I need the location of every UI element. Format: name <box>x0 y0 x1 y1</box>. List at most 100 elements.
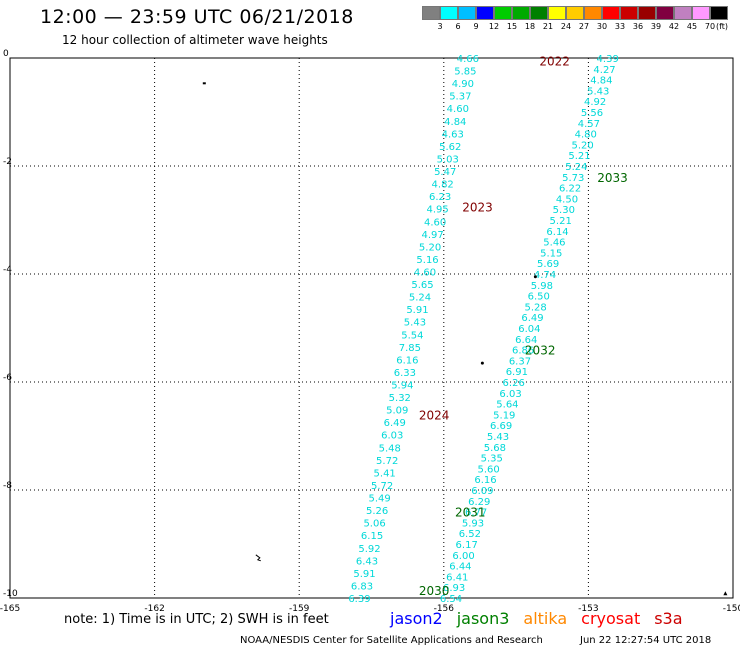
wave-height-value: 6.33 <box>394 368 416 379</box>
wave-height-value: 6.91 <box>506 367 528 378</box>
wave-height-value: 5.72 <box>376 456 398 467</box>
longitude-tick-label: -156 <box>434 604 455 614</box>
colorbar-swatch <box>620 6 638 20</box>
wave-height-value: 6.49 <box>384 418 406 429</box>
wave-height-value: 5.65 <box>411 280 433 291</box>
wave-height-value: 5.35 <box>481 454 503 465</box>
wave-height-value: 6.41 <box>446 572 468 583</box>
longitude-tick-label: -150 <box>723 604 740 614</box>
time-label: 2030 <box>419 584 450 598</box>
colorbar-swatch <box>512 6 530 20</box>
wave-height-value: 4.74 <box>534 270 556 281</box>
legend-jason3: jason3 <box>456 609 510 628</box>
wave-height-value: 4.63 <box>442 129 464 140</box>
wave-height-value: 5.37 <box>449 92 471 103</box>
wave-height-value: 5.56 <box>581 108 603 119</box>
wave-height-value: 5.24 <box>409 293 431 304</box>
wave-height-value: 6.29 <box>468 497 490 508</box>
wave-height-value: 5.28 <box>524 302 546 313</box>
wave-height-value: 5.54 <box>401 330 423 341</box>
colorbar-swatch <box>584 6 602 20</box>
colorbar-swatch <box>458 6 476 20</box>
wave-height-value: 5.69 <box>537 259 559 270</box>
colorbar-label: 39 <box>650 22 662 31</box>
longitude-tick-label: -165 <box>0 604 20 614</box>
wave-height-value: 5.09 <box>386 406 408 417</box>
wave-height-value: 6.54 <box>440 594 462 605</box>
longitude-tick-label: -153 <box>578 604 598 614</box>
wave-height-value: 6.26 <box>503 378 525 389</box>
wave-height-value: 5.30 <box>553 205 575 216</box>
time-label: 2033 <box>597 171 628 185</box>
colorbar-label: 70 <box>704 22 716 31</box>
wave-height-value: 4.95 <box>427 205 449 216</box>
island-outline <box>255 554 261 562</box>
wave-height-value: 4.84 <box>590 76 612 87</box>
wave-height-value: 5.26 <box>366 506 388 517</box>
time-label: 2024 <box>419 408 450 422</box>
wave-height-value: 4.50 <box>556 194 578 205</box>
wave-height-value: 5.73 <box>562 173 584 184</box>
colorbar-swatch <box>638 6 656 20</box>
wave-height-value: 5.21 <box>550 216 572 227</box>
satellite-legend: jason2 jason3 altika cryosat s3a <box>390 609 697 628</box>
legend-altika: altika <box>523 609 568 628</box>
island-marker <box>480 361 484 365</box>
wave-height-value: 4.82 <box>432 180 454 191</box>
wave-height-value: 6.15 <box>361 531 383 542</box>
wave-height-value: 6.43 <box>356 556 378 567</box>
colorbar-label: 36 <box>632 22 644 31</box>
wave-height-value: 5.85 <box>454 67 476 78</box>
wave-height-value: 6.14 <box>546 227 568 238</box>
island-marker <box>202 82 206 85</box>
wave-height-value: 6.37 <box>509 356 531 367</box>
map-title: 12:00 — 23:59 UTC 06/21/2018 <box>40 6 354 28</box>
island-marker <box>533 275 537 279</box>
colorbar-swatch <box>566 6 584 20</box>
wave-height-value: 5.64 <box>496 400 518 411</box>
wave-height-value: 5.24 <box>565 162 587 173</box>
wave-height-value: 6.86 <box>512 346 534 357</box>
longitude-tick-label: -162 <box>144 604 164 614</box>
colorbar-label: 42 <box>668 22 680 31</box>
colorbar-swatch <box>710 6 728 20</box>
wave-height-value: 4.92 <box>584 97 606 108</box>
wave-height-value: 6.93 <box>443 583 465 594</box>
wave-height-value: 4.39 <box>597 54 619 65</box>
generated-timestamp: Jun 22 12:27:54 UTC 2018 <box>580 635 712 646</box>
wave-height-value: 6.16 <box>474 475 496 486</box>
map-frame <box>9 57 734 599</box>
legend-s3a: s3a <box>654 609 683 628</box>
colorbar-label: 6 <box>455 22 461 31</box>
wave-height-value: 6.39 <box>348 594 370 605</box>
wave-height-value: 5.43 <box>404 318 426 329</box>
latitude-tick-label: -2 <box>3 157 12 167</box>
colorbar-label: (ft) <box>715 22 729 31</box>
wave-height-value: 5.41 <box>374 468 396 479</box>
wave-height-value: 4.27 <box>593 65 615 76</box>
wave-height-value: 6.44 <box>449 562 471 573</box>
wave-height-value: 7.85 <box>399 343 421 354</box>
wave-height-value: 6.09 <box>471 486 493 497</box>
wave-height-value: 6.50 <box>528 292 550 303</box>
colorbar-label: 24 <box>560 22 572 31</box>
colorbar-label: 45 <box>686 22 698 31</box>
wave-height-value: 6.16 <box>396 355 418 366</box>
longitude-tick-label: -159 <box>289 604 310 614</box>
colorbar-label: 27 <box>578 22 590 31</box>
wave-height-value: 5.43 <box>487 432 509 443</box>
credit-text: NOAA/NESDIS Center for Satellite Applica… <box>240 635 543 646</box>
colorbar-label: 9 <box>473 22 479 31</box>
legend-cryosat: cryosat <box>581 609 641 628</box>
island-marker <box>723 591 728 596</box>
colorbar-swatch <box>656 6 674 20</box>
wave-height-value: 6.77 <box>465 508 487 519</box>
wave-height-value: 5.16 <box>416 255 438 266</box>
colorbar-label: 3 <box>437 22 443 31</box>
wave-height-value: 6.64 <box>515 335 537 346</box>
colorbar-swatch <box>440 6 458 20</box>
latitude-tick-label: -8 <box>3 481 12 491</box>
wave-height-value: 5.20 <box>419 242 441 253</box>
wave-height-value: 4.90 <box>452 79 474 90</box>
time-label: 2032 <box>525 344 556 358</box>
